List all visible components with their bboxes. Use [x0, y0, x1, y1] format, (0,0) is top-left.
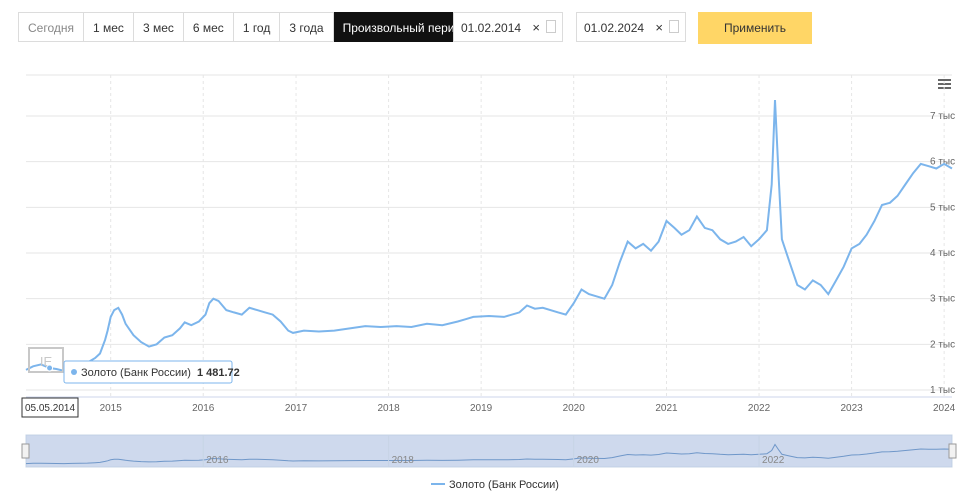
y-tick-label: 6 тыс — [930, 157, 955, 168]
x-tick-label: 2017 — [285, 403, 308, 414]
y-tick-label: 1 тыс — [930, 385, 955, 396]
tooltip-value: 1 481.72 — [197, 367, 240, 379]
x-crosshair-date: 05.05.2014 — [25, 403, 75, 414]
x-tick-label: 2015 — [100, 403, 123, 414]
y-tick-label: 5 тыс — [930, 202, 955, 213]
navigator-series-line — [25, 443, 953, 465]
period-1-month-button[interactable]: 1 мес — [84, 12, 134, 42]
tooltip-series: Золото (Банк России) — [81, 367, 191, 379]
navigator-selection[interactable] — [26, 435, 952, 467]
date-from-calendar-icon[interactable] — [546, 20, 556, 33]
apply-button[interactable]: Применить — [698, 12, 812, 44]
date-to-field[interactable]: 01.02.2024 × — [576, 12, 686, 42]
navigator-tick-label: 2018 — [392, 455, 415, 466]
series-line-gold — [25, 99, 953, 372]
y-axis: 1 тыс 2 тыс 3 тыс 4 тыс 5 тыс 6 тыс 7 тыс — [930, 111, 955, 396]
date-from-value: 01.02.2014 — [461, 21, 522, 35]
x-tick-label: 2019 — [470, 403, 493, 414]
svg-text:Золото (Банк России) 1 4: Золото (Банк России) 1 481.72 — [81, 367, 240, 379]
navigator[interactable]: 2016 2018 2020 2022 — [21, 434, 957, 468]
navigator-tick-label: 2016 — [206, 455, 229, 466]
navigator-ticks: 2016 2018 2020 2022 — [202, 435, 785, 467]
x-tick-label: 2021 — [655, 403, 678, 414]
x-tick-label: 2016 — [192, 403, 215, 414]
period-today-button[interactable]: Сегодня — [18, 12, 84, 42]
x-tick-label: 2023 — [840, 403, 863, 414]
date-to-calendar-icon[interactable] — [669, 20, 679, 33]
x-tick-label: 2024 — [933, 403, 956, 414]
x-crosshair-label: 05.05.2014 — [21, 397, 79, 418]
navigator-left-handle[interactable] — [21, 443, 30, 459]
period-3-months-button[interactable]: 3 мес — [133, 12, 184, 42]
date-to-clear-icon[interactable]: × — [655, 20, 663, 35]
x-tick-label: 2018 — [377, 403, 400, 414]
period-6-months-button[interactable]: 6 мес — [183, 12, 234, 42]
y-tick-label: 7 тыс — [930, 111, 955, 122]
period-toolbar: Сегодня 1 мес 3 мес 6 мес 1 год 3 года П… — [18, 12, 478, 44]
date-from-field[interactable]: 01.02.2014 × — [453, 12, 563, 42]
y-tick-label: 3 тыс — [930, 294, 955, 305]
hover-point — [46, 364, 54, 372]
x-tick-label: 2020 — [563, 403, 586, 414]
period-1-year-button[interactable]: 1 год — [233, 12, 281, 42]
date-to-value: 01.02.2024 — [584, 21, 645, 35]
y-tick-label: 2 тыс — [930, 339, 955, 350]
y-tick-label: 4 тыс — [930, 248, 955, 259]
tooltip-marker — [71, 369, 77, 375]
navigator-tick-label: 2020 — [577, 455, 600, 466]
tooltip: Золото (Банк России) 1 481.72 — [63, 360, 240, 384]
date-from-clear-icon[interactable]: × — [532, 20, 540, 35]
x-axis: 2015 2016 2017 2018 2019 2020 2021 2022 2023 2024 — [26, 396, 956, 414]
navigator-right-handle[interactable] — [948, 443, 957, 459]
x-tick-label: 2022 — [748, 403, 771, 414]
legend[interactable]: Золото (Банк России) — [431, 479, 559, 491]
legend-label-gold[interactable]: Золото (Банк России) — [449, 479, 559, 491]
chart-grid — [26, 74, 952, 397]
navigator-tick-label: 2022 — [762, 455, 785, 466]
period-3-years-button[interactable]: 3 года — [280, 12, 334, 42]
